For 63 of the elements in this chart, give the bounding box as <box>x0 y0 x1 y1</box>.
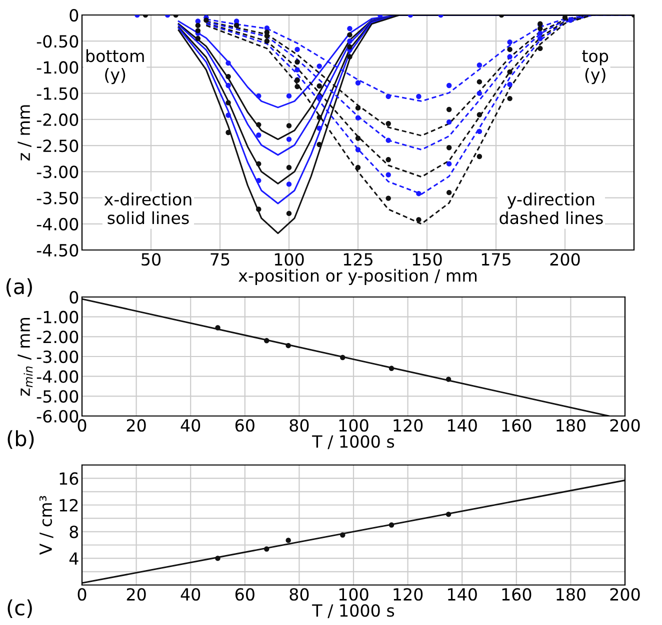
text: (c) <box>8 599 32 618</box>
annotation: bottom (y) <box>86 49 144 84</box>
y-tick-label: -1.00 <box>36 61 78 74</box>
x-tick-label: 200 <box>610 588 640 601</box>
x-tick-label: 125 <box>344 253 372 266</box>
x-tick-label: 75 <box>210 253 230 266</box>
x-tick-label: 0 <box>78 419 86 432</box>
y-tick-label: -4.00 <box>36 370 78 383</box>
y-axis-title: z / mm <box>18 105 32 160</box>
x-tick-label: 80 <box>290 419 309 432</box>
y-tick-label: -6.00 <box>36 410 78 423</box>
x-tick-label: 120 <box>394 588 423 601</box>
x-tick-label: 200 <box>610 419 640 432</box>
y-tick-label: -4.50 <box>36 244 78 257</box>
y-tick-label: 4 <box>69 552 78 565</box>
y-tick-label: 0 <box>70 290 78 304</box>
x-tick-label: 50 <box>142 253 160 266</box>
x-tick-label: 0 <box>78 588 86 601</box>
x-tick-label: 40 <box>180 419 200 432</box>
y-tick-label: -4.00 <box>36 218 78 230</box>
y-tick-label: -0.50 <box>36 35 78 48</box>
y-axis-title: z$_{min}$ / mm <box>18 318 33 396</box>
text: (b) <box>8 430 34 449</box>
y-tick-label: -2.50 <box>36 140 78 152</box>
x-tick-label: 100 <box>274 253 304 266</box>
x-tick-label: 80 <box>290 588 309 601</box>
x-tick-label: 60 <box>235 419 254 432</box>
x-tick-label: 60 <box>235 588 254 601</box>
x-tick-label: 180 <box>556 419 586 432</box>
x-tick-label: 120 <box>394 419 423 432</box>
x-tick-label: 150 <box>412 253 442 266</box>
x-tick-label: 175 <box>482 253 510 266</box>
y-tick-label: -5.00 <box>36 390 78 403</box>
x-tick-label: 140 <box>448 419 477 432</box>
x-tick-label: 140 <box>448 588 477 601</box>
x-tick-label: 160 <box>502 419 532 432</box>
y-tick-label: -3.50 <box>36 192 78 204</box>
annotation: top (y) <box>582 50 608 84</box>
x-tick-label: 180 <box>556 588 586 601</box>
y-tick-label: -1.50 <box>36 87 78 100</box>
y-tick-label: -3.00 <box>36 350 78 364</box>
annotation: y-direction dashed lines <box>500 192 603 224</box>
x-tick-label: 100 <box>339 588 368 601</box>
y-tick-label: 16 <box>60 472 78 485</box>
y-tick-label: -3.00 <box>36 166 78 178</box>
x-tick-label: 160 <box>502 588 532 601</box>
y-tick-label: 0 <box>70 8 78 22</box>
y-tick-label: -2.00 <box>36 330 78 344</box>
y-tick-label: 8 <box>70 526 78 538</box>
x-tick-label: 40 <box>180 588 200 601</box>
x-tick-label: 20 <box>126 419 146 432</box>
annotation: x-direction solid lines <box>104 192 192 224</box>
text: (a) <box>6 278 32 297</box>
x-axis-title: x-position or y-position / mm <box>238 268 476 286</box>
x-tick-label: 200 <box>550 253 580 266</box>
y-tick-label: 12 <box>60 498 78 512</box>
y-tick-label: -1.00 <box>36 310 78 324</box>
x-tick-label: 20 <box>126 588 146 601</box>
x-axis-title: T / 1000 s <box>312 435 394 450</box>
x-axis-title: T / 1000 s <box>312 604 394 618</box>
y-tick-label: -2.00 <box>36 113 78 126</box>
y-axis-title: V / cm³ <box>39 496 54 555</box>
x-tick-label: 100 <box>339 419 368 432</box>
